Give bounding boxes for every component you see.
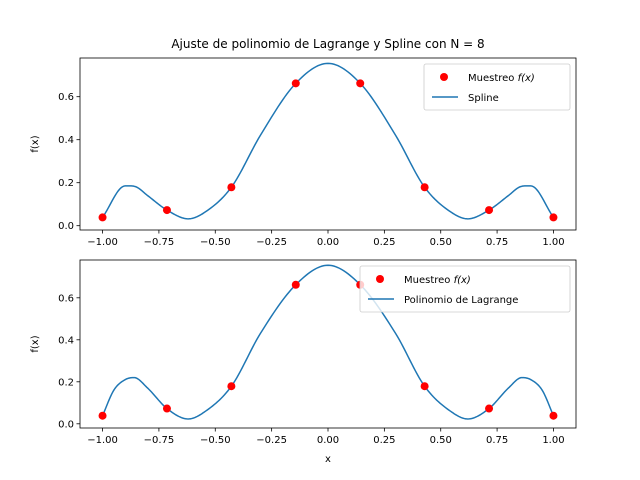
x-tick-label: 0.00 <box>317 435 339 446</box>
y-tick-label: 0.4 <box>58 335 74 346</box>
x-tick: −1.00 <box>87 230 118 248</box>
y-tick: 0.0 <box>58 221 80 232</box>
sample-point <box>162 404 171 413</box>
x-axis-label: x <box>325 454 331 465</box>
y-tick-label: 0.6 <box>58 293 74 304</box>
sample-point <box>162 206 171 215</box>
legend-label-series: Polinomio de Lagrange <box>404 295 518 306</box>
x-tick-label: 1.00 <box>542 435 564 446</box>
sample-point <box>227 183 236 192</box>
y-tick-label: 0.6 <box>58 92 74 103</box>
x-tick: 0.25 <box>373 230 395 248</box>
x-tick: 1.00 <box>542 428 565 446</box>
y-tick: 0.0 <box>58 419 80 430</box>
sample-point <box>227 382 236 391</box>
lagrange-axes: −1.00 −0.75 −0.50 −0.25 0.00 0.25 0.50 0.75 1.00… <box>30 259 577 465</box>
x-tick: 0.00 <box>317 428 339 446</box>
x-tick-label: −1.00 <box>87 237 118 248</box>
sample-point <box>356 79 365 88</box>
x-tick: 1.00 <box>542 230 565 248</box>
y-tick-label: 0.0 <box>58 419 74 430</box>
x-tick-label: −0.25 <box>256 435 287 446</box>
y-tick: 0.6 <box>58 293 80 304</box>
x-tick-label: 1.00 <box>542 237 564 248</box>
sample-point <box>485 206 494 215</box>
sample-point <box>291 280 300 289</box>
legend-marker-samples <box>376 275 384 283</box>
x-tick-label: −0.50 <box>200 237 231 248</box>
x-tick-label: 0.75 <box>486 435 508 446</box>
x-tick-label: 0.25 <box>373 237 395 248</box>
sample-point <box>291 79 300 88</box>
x-tick: −0.75 <box>144 230 175 248</box>
y-tick-label: 0.2 <box>58 178 74 189</box>
y-tick-label: 0.2 <box>58 377 74 388</box>
lagrange-curve <box>101 264 555 420</box>
legend: Muestreo f(x) Polinomio de Lagrange <box>359 265 571 313</box>
y-tick: 0.4 <box>58 135 80 146</box>
sample-point <box>98 411 107 420</box>
legend-marker-samples <box>440 73 448 81</box>
y-tick: 0.4 <box>58 335 80 346</box>
legend-label-series: Spline <box>468 93 499 104</box>
x-tick-label: −0.75 <box>144 237 175 248</box>
spline-curve <box>101 62 555 220</box>
figure-title: Ajuste de polinomio de Lagrange y Spline… <box>171 37 484 51</box>
y-axis-label: f(x) <box>30 135 41 152</box>
y-tick-label: 0.0 <box>58 221 74 232</box>
x-tick: −0.50 <box>200 230 231 248</box>
x-tick-label: −0.25 <box>256 237 287 248</box>
spline-axes: −1.00 −0.75 −0.50 −0.25 0.00 0.25 0.50 0.75 1.00… <box>30 57 577 248</box>
x-tick: −0.50 <box>200 428 231 446</box>
legend-label-samples: Muestreo f(x) <box>468 73 535 84</box>
x-tick: −0.25 <box>256 230 287 248</box>
x-tick-label: 0.25 <box>373 435 395 446</box>
x-tick-label: −1.00 <box>87 435 118 446</box>
x-tick-label: −0.75 <box>144 435 175 446</box>
x-tick: 0.00 <box>317 230 339 248</box>
x-tick-label: 0.75 <box>486 237 508 248</box>
x-tick: 0.25 <box>373 428 395 446</box>
sample-point <box>549 213 558 222</box>
legend: Muestreo f(x) Spline <box>423 63 571 111</box>
x-tick: 0.75 <box>486 230 508 248</box>
x-tick-label: 0.50 <box>430 435 452 446</box>
x-tick: 0.50 <box>430 428 452 446</box>
legend-label-samples: Muestreo f(x) <box>404 275 471 286</box>
x-tick-label: 0.50 <box>430 237 452 248</box>
sample-point <box>420 183 429 192</box>
x-tick-label: 0.00 <box>317 237 339 248</box>
x-tick: 0.75 <box>486 428 508 446</box>
y-tick: 0.2 <box>58 377 80 388</box>
y-tick-label: 0.4 <box>58 135 74 146</box>
x-tick: −0.25 <box>256 428 287 446</box>
x-tick: −0.75 <box>144 428 175 446</box>
sample-point <box>549 411 558 420</box>
x-tick: −1.00 <box>87 428 118 446</box>
y-tick: 0.2 <box>58 178 80 189</box>
sample-point <box>420 382 429 391</box>
y-axis-label: f(x) <box>30 335 41 352</box>
y-tick: 0.6 <box>58 92 80 103</box>
sample-point <box>98 213 107 222</box>
x-tick: 0.50 <box>430 230 452 248</box>
x-tick-label: −0.50 <box>200 435 231 446</box>
sample-point <box>485 404 494 413</box>
